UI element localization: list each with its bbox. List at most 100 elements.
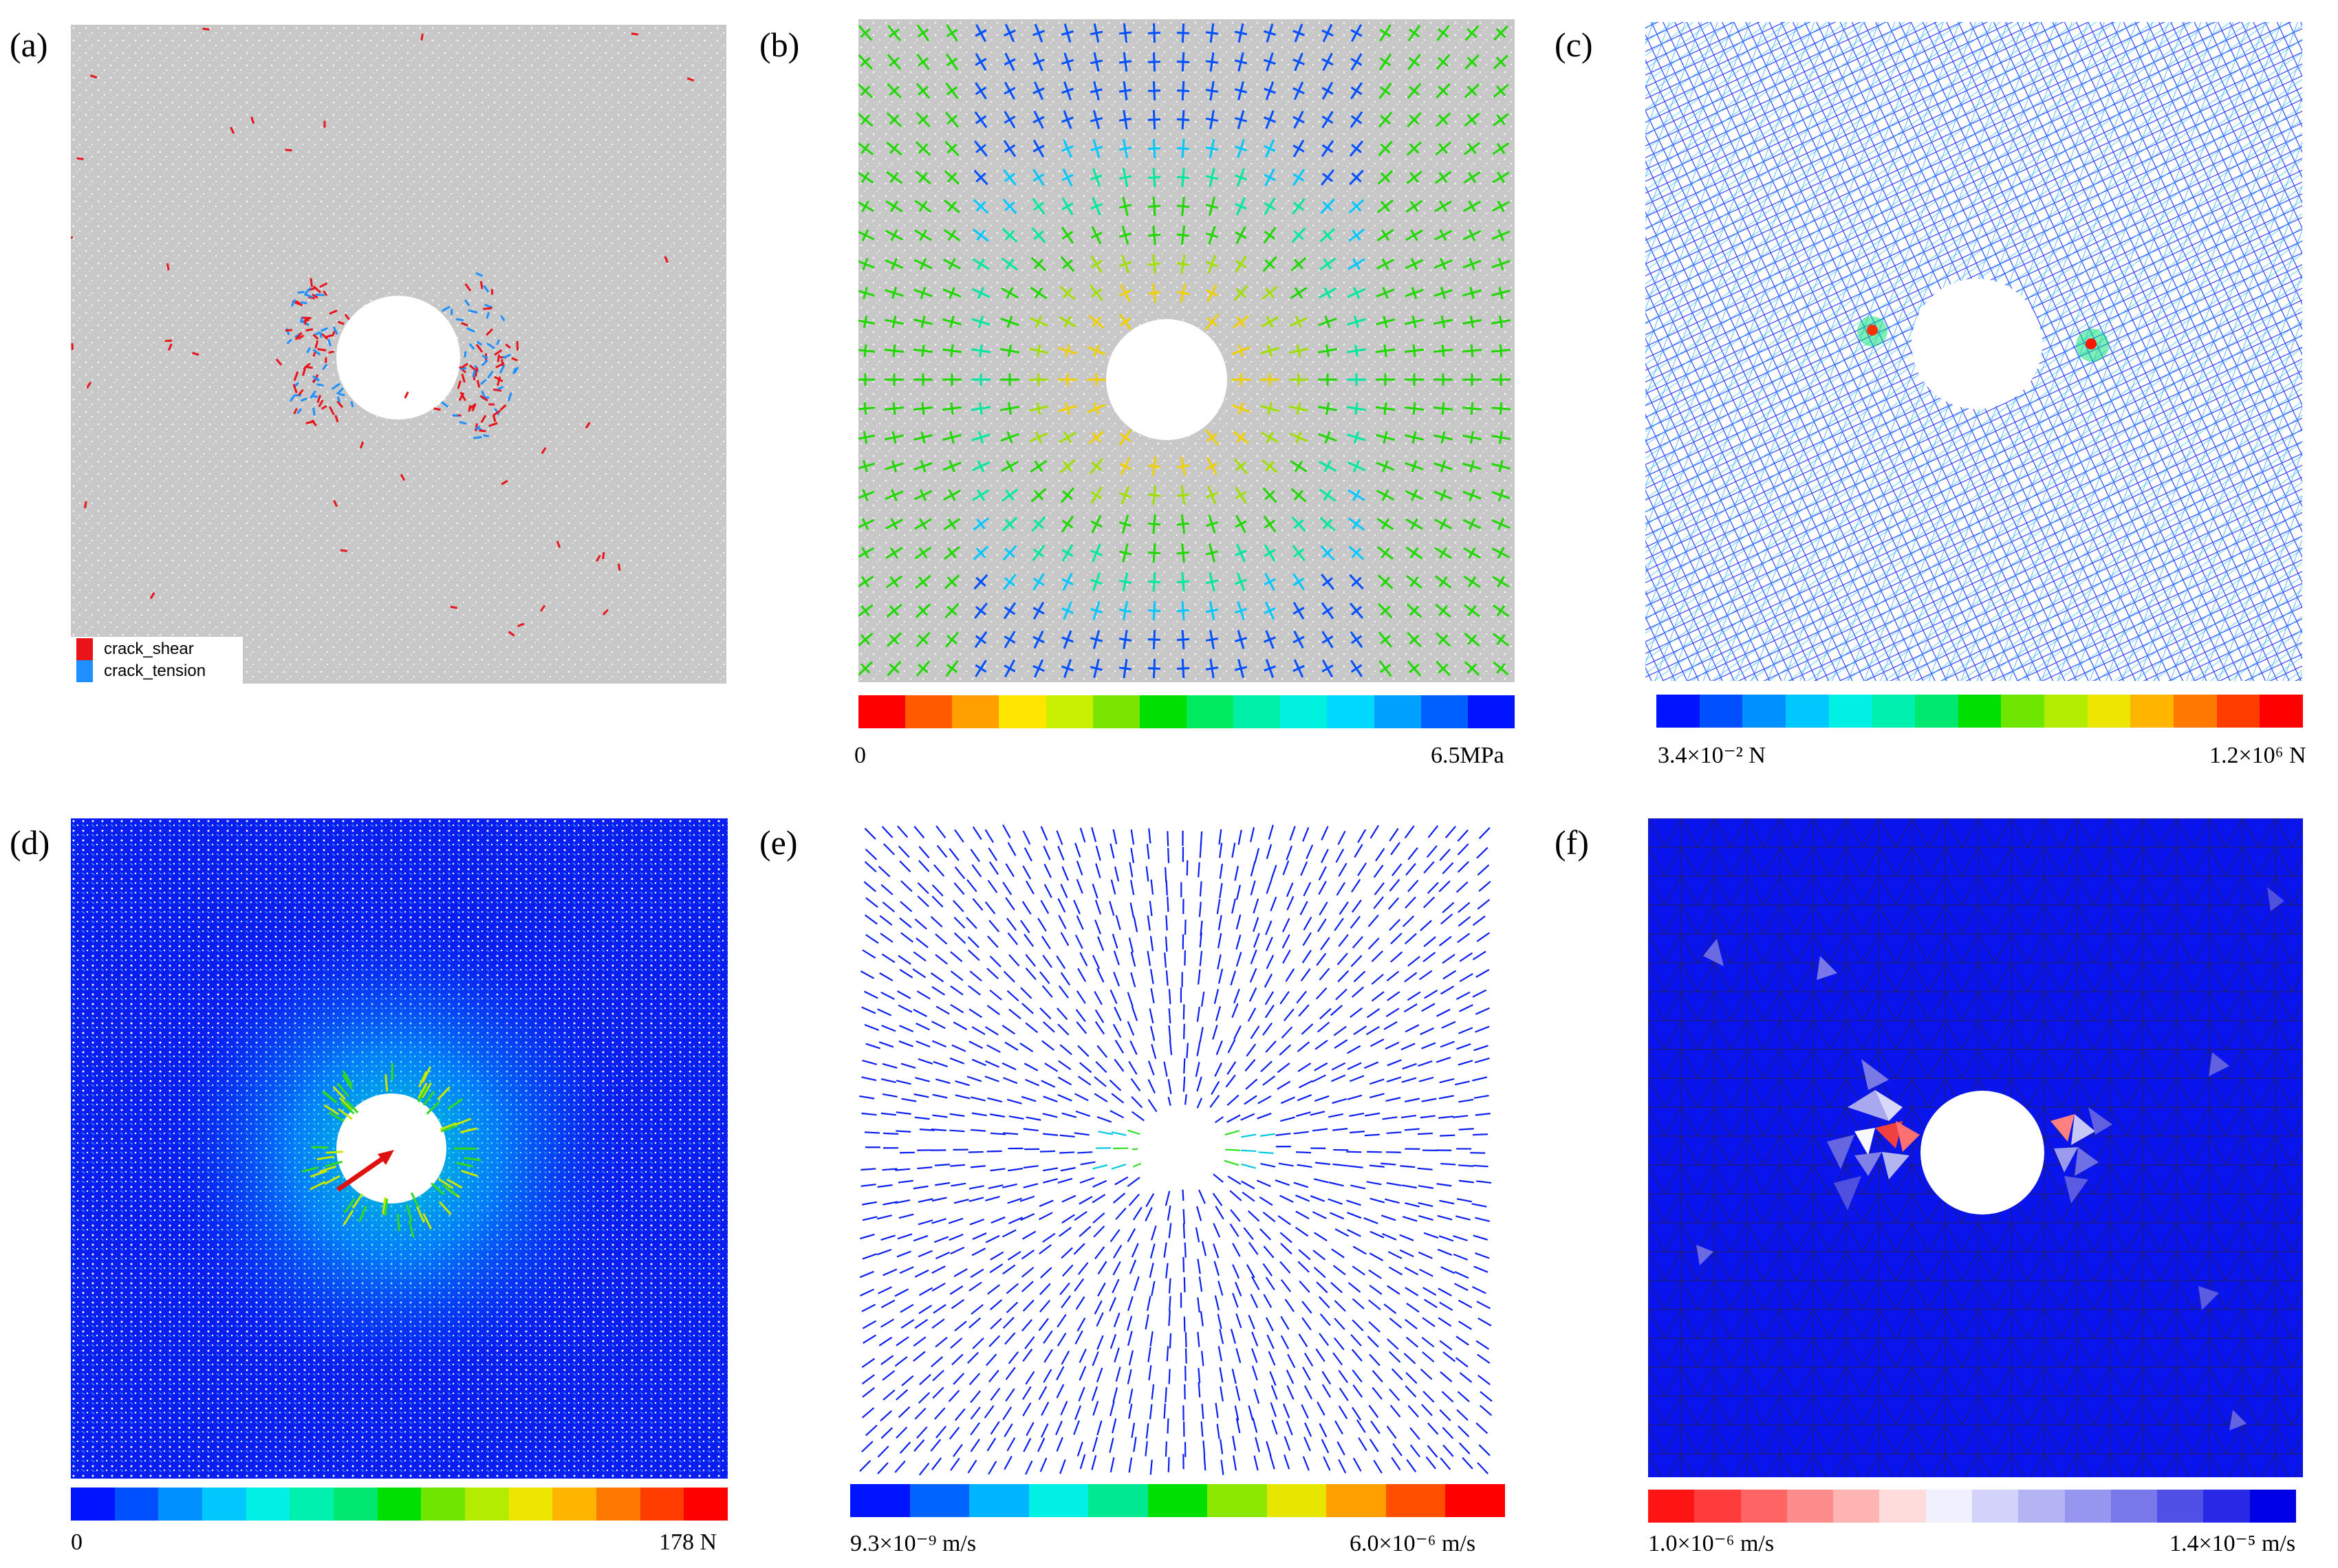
flow-arrow xyxy=(865,897,878,908)
stress-cross xyxy=(1408,57,1420,67)
flow-arrow xyxy=(1079,1349,1087,1363)
flow-arrow xyxy=(1232,1264,1240,1279)
flow-arrow xyxy=(1198,1368,1201,1384)
flow-arrow xyxy=(949,1113,965,1118)
flow-arrow xyxy=(1389,879,1400,892)
flow-arrow xyxy=(1165,1263,1169,1278)
flow-arrow xyxy=(1073,1420,1080,1435)
flow-arrow xyxy=(1226,1061,1237,1075)
crack xyxy=(481,354,488,359)
stress-cross xyxy=(1234,666,1248,671)
flow-arrow xyxy=(935,954,948,965)
flow-arrow xyxy=(1110,843,1115,859)
flow-arrow xyxy=(1092,1164,1108,1170)
flow-arrow xyxy=(1373,864,1384,878)
flow-arrow xyxy=(931,1040,946,1048)
flow-arrow xyxy=(1200,1422,1204,1437)
flow-arrow xyxy=(954,1320,967,1332)
flow-arrow xyxy=(987,880,998,893)
flow-arrow xyxy=(986,1044,1001,1053)
colorbar-e-segment xyxy=(1147,1484,1208,1517)
flow-arrow xyxy=(1149,1331,1154,1347)
flow-arrow xyxy=(972,897,984,911)
crack xyxy=(336,387,344,395)
stress-cross xyxy=(1118,31,1132,35)
stress-cross xyxy=(1469,286,1475,300)
flow-arrow xyxy=(1368,1321,1381,1333)
flow-arrow xyxy=(1079,1226,1092,1237)
force-vector xyxy=(440,1124,458,1133)
flow-arrow xyxy=(1471,1203,1487,1208)
flow-arrow xyxy=(1043,863,1052,878)
flow-arrow xyxy=(1402,1215,1418,1222)
stress-cross xyxy=(1264,116,1276,123)
stress-cross xyxy=(1235,174,1247,181)
flow-arrow xyxy=(1151,1281,1156,1296)
flow-arrow xyxy=(1283,1403,1290,1419)
flow-arrow xyxy=(1055,1420,1063,1435)
flow-arrow xyxy=(1094,900,1102,915)
stress-cross xyxy=(1350,86,1363,96)
flow-arrow xyxy=(1041,1080,1056,1088)
force-vector xyxy=(417,1086,428,1103)
flow-arrow xyxy=(1008,1168,1024,1172)
flow-arrow xyxy=(1235,884,1242,900)
stress-cross xyxy=(1381,547,1390,558)
flow-arrow xyxy=(1458,902,1471,913)
flow-arrow xyxy=(1022,1230,1037,1240)
stress-cross xyxy=(1205,204,1219,209)
stress-cross xyxy=(1090,145,1103,152)
stress-cross xyxy=(920,287,927,299)
colorbar-f-segment xyxy=(2249,1490,2296,1523)
stress-cross xyxy=(1292,58,1305,65)
force-vector xyxy=(343,1198,356,1214)
stress-cross xyxy=(1264,636,1276,643)
flow-arrow xyxy=(1217,968,1224,984)
stress-cross xyxy=(1380,576,1391,587)
flow-arrow xyxy=(861,1407,875,1419)
flow-arrow xyxy=(1297,1063,1312,1072)
stress-cross xyxy=(946,57,958,67)
borehole xyxy=(336,1093,446,1204)
flow-arrow xyxy=(880,933,894,943)
stress-cross xyxy=(889,634,900,645)
flow-arrow xyxy=(1301,1317,1312,1331)
flow-arrow xyxy=(1149,935,1154,952)
flow-arrow xyxy=(1076,1441,1083,1457)
force-vector xyxy=(321,1090,337,1104)
stress-cross xyxy=(1292,577,1305,587)
flow-arrow xyxy=(900,1063,916,1069)
flow-arrow xyxy=(1363,1061,1379,1069)
flow-arrow xyxy=(1400,1114,1417,1119)
flow-arrow xyxy=(968,985,982,996)
flow-arrow xyxy=(1319,902,1328,916)
flow-arrow xyxy=(1270,864,1277,880)
flow-arrow xyxy=(1440,1134,1455,1137)
flow-arrow xyxy=(882,1093,898,1098)
stress-cross xyxy=(977,315,984,329)
flow-arrow xyxy=(1168,1223,1172,1239)
flow-arrow xyxy=(1440,986,1455,995)
stress-cross xyxy=(1147,580,1161,584)
stress-cross xyxy=(1438,634,1449,645)
stress-cross xyxy=(1091,461,1102,471)
colorbar-f-segment xyxy=(1694,1490,1741,1523)
flow-arrow xyxy=(1417,1132,1433,1135)
stress-cross xyxy=(1004,635,1016,644)
stress-cross xyxy=(1381,229,1390,241)
flow-arrow xyxy=(1339,1387,1349,1402)
crack xyxy=(340,549,347,552)
stress-cross xyxy=(920,460,927,472)
stress-cross xyxy=(1234,88,1248,94)
flow-arrow xyxy=(1317,1021,1330,1033)
stress-cross xyxy=(1322,519,1333,530)
flow-arrow xyxy=(1077,1045,1090,1057)
stress-cross xyxy=(1295,316,1302,328)
flow-arrow xyxy=(1253,1455,1259,1471)
colorbar-d-segment xyxy=(684,1488,728,1521)
flow-arrow xyxy=(1235,1313,1242,1329)
flow-arrow xyxy=(1389,1317,1403,1329)
flow-arrow xyxy=(1475,1007,1490,1015)
flow-arrow xyxy=(931,1129,946,1131)
stress-cross xyxy=(1409,605,1420,616)
